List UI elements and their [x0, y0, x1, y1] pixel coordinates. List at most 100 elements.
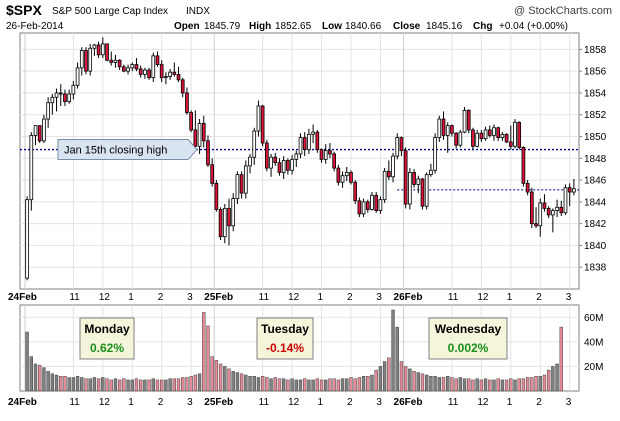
ohlc-high-value: 1852.65	[275, 21, 312, 32]
volume-bar	[408, 368, 412, 392]
candle-body	[424, 174, 429, 207]
volume-bar	[370, 374, 374, 392]
candle-body	[357, 200, 362, 215]
volume-bar	[105, 378, 109, 392]
candle-body	[134, 64, 139, 70]
candle-body	[403, 150, 408, 205]
volume-bar	[345, 378, 349, 392]
candle-body	[521, 146, 526, 184]
candle-body	[336, 167, 341, 183]
day-change-tuesday: Tuesday -0.14%	[256, 317, 314, 360]
price-y-tick-label: 1850	[584, 132, 607, 143]
volume-bar	[450, 377, 454, 392]
candle-body	[386, 170, 391, 178]
volume-bar	[353, 378, 357, 392]
volume-bar	[185, 377, 189, 392]
candle-body	[269, 156, 273, 169]
candle-body	[551, 210, 555, 216]
candle-body	[50, 96, 55, 104]
volume-bar	[521, 378, 526, 392]
volume-bar	[479, 379, 484, 392]
candle-body	[100, 43, 105, 56]
candle-body	[382, 170, 387, 201]
candle-body	[437, 118, 442, 138]
price-y-axis: 1838 1840 1842 1844 1846 1848 1850 1852 1854 1856…	[579, 45, 607, 274]
candle-body	[429, 169, 433, 176]
price-y-tick-label: 1842	[584, 219, 607, 230]
candle-body	[67, 93, 71, 103]
candle-body	[105, 43, 109, 61]
volume-bar	[399, 361, 404, 392]
volume-bar	[197, 373, 202, 392]
candle-body	[487, 129, 492, 136]
candle-body	[273, 156, 278, 164]
candle-body	[214, 182, 219, 210]
candle-body	[189, 112, 193, 131]
candle-body	[567, 187, 572, 193]
day-change-value: -0.14%	[266, 341, 304, 355]
candle-body	[168, 71, 172, 77]
ohlc-open-label: Open	[174, 21, 200, 32]
candle-body	[298, 137, 303, 155]
volume-bar	[50, 373, 55, 392]
candle-body	[96, 44, 101, 56]
candle-body	[353, 181, 358, 202]
volume-bar	[160, 379, 164, 392]
price-x-tick-label: 1	[128, 292, 134, 303]
candle-body	[420, 178, 425, 207]
price-panel	[19, 32, 580, 290]
candle-body	[307, 133, 311, 150]
candle-body	[180, 79, 185, 94]
volume-x-tick-label: 11	[448, 397, 459, 408]
candle-body	[130, 64, 135, 69]
price-x-tick-label: 2	[347, 292, 353, 303]
candle-body	[546, 207, 551, 216]
candle-body	[92, 44, 97, 49]
volume-bar	[328, 378, 332, 392]
volume-bar	[446, 376, 450, 392]
volume-bar	[546, 369, 551, 392]
volume-bar	[252, 376, 256, 392]
candle-body	[454, 132, 458, 146]
candle-body	[29, 134, 34, 201]
candle-body	[260, 105, 265, 144]
candle-body	[559, 206, 564, 214]
volume-bar	[218, 363, 223, 392]
volume-bar	[382, 361, 387, 392]
volume-bar	[248, 376, 252, 392]
volume-y-tick-label: 40M	[584, 337, 603, 348]
volume-bar	[378, 366, 383, 392]
candle-body	[84, 50, 88, 72]
volume-bar	[500, 379, 505, 392]
volume-bar	[454, 378, 458, 392]
volume-bar	[75, 376, 80, 392]
candle-body	[475, 132, 479, 147]
volume-bar	[534, 376, 538, 392]
volume-bar	[551, 366, 555, 392]
jan15-callout-box	[57, 139, 198, 161]
candle-body	[302, 137, 307, 150]
candle-body	[243, 165, 248, 194]
volume-bar	[172, 378, 176, 392]
candle-body	[496, 127, 501, 138]
ohlc-close-value: 1845.16	[426, 21, 463, 32]
volume-bar	[273, 377, 277, 392]
candle-body	[290, 158, 294, 171]
candle-body	[201, 123, 206, 142]
ohlc-high-label: High	[249, 21, 271, 32]
volume-bar	[122, 378, 126, 392]
day-box	[79, 317, 135, 360]
volume-x-tick-label: 12	[477, 397, 489, 408]
candle-body	[450, 125, 454, 134]
candle-body	[277, 162, 282, 173]
candle-body	[542, 202, 547, 209]
volume-bar	[206, 325, 210, 392]
volume-bar	[109, 379, 113, 392]
candle-body	[530, 191, 534, 225]
copyright-label: @ StockCharts.com	[514, 5, 612, 17]
candle-body	[227, 207, 231, 227]
candle-body	[504, 133, 509, 143]
candle-body	[349, 172, 353, 183]
candle-body	[458, 131, 463, 146]
